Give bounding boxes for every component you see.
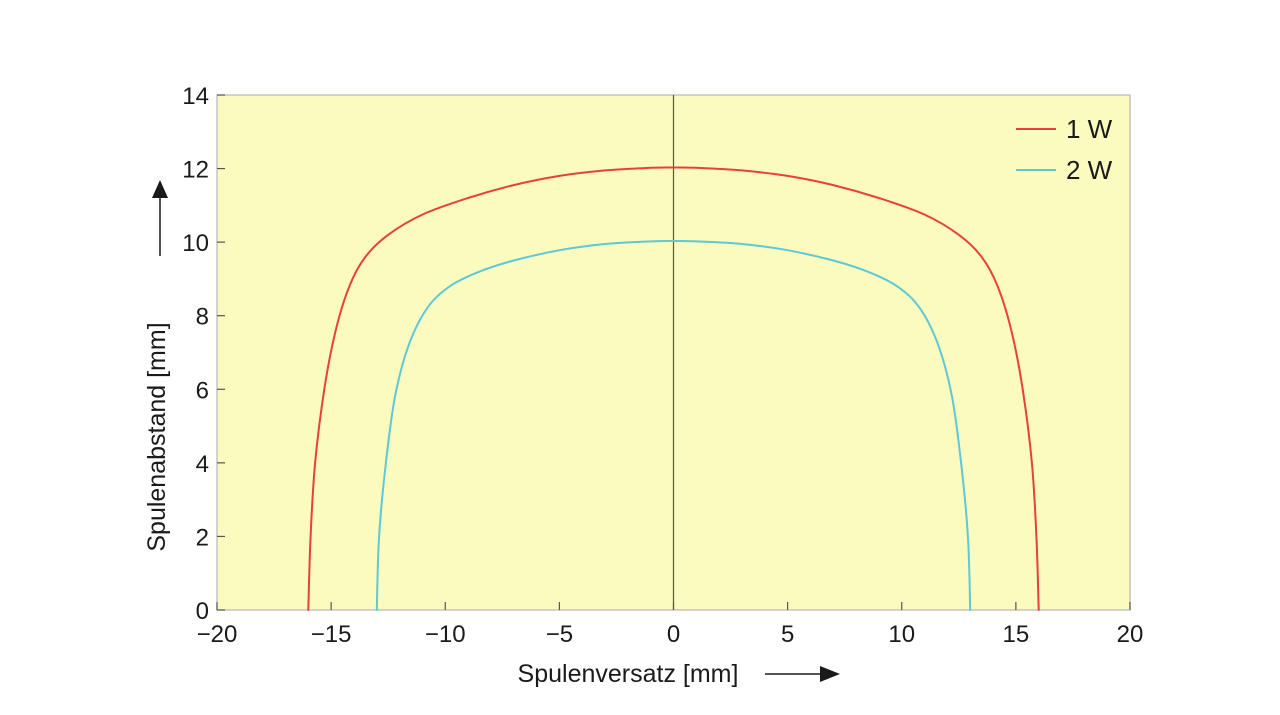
series-line-1 bbox=[307, 166, 1040, 611]
x-tick-label: −20 bbox=[197, 621, 238, 648]
x-tick-label: 15 bbox=[1003, 621, 1030, 648]
y-tick-label: 8 bbox=[196, 304, 209, 331]
legend: 1 W2 W bbox=[1016, 114, 1113, 185]
x-axis-arrow-head bbox=[820, 666, 840, 682]
series-layer bbox=[307, 166, 1040, 611]
y-tick-label: 2 bbox=[196, 524, 209, 551]
x-tick-label: −10 bbox=[425, 621, 466, 648]
y-tick-label: 0 bbox=[196, 598, 209, 625]
x-tick-label: 5 bbox=[781, 621, 794, 648]
y-tick-label: 12 bbox=[182, 157, 209, 184]
y-tick-label: 4 bbox=[196, 451, 209, 478]
y-axis: 0 2 4 6 8 10 12 14 bbox=[182, 83, 225, 625]
y-axis-title: Spulenabstand [mm] bbox=[143, 322, 171, 551]
y-tick-label: 6 bbox=[196, 377, 209, 404]
legend-label-2: 2 W bbox=[1066, 155, 1113, 185]
x-axis-title: Spulenversatz [mm] bbox=[518, 660, 739, 688]
y-axis-arrow-head bbox=[152, 180, 168, 198]
legend-label-1: 1 W bbox=[1066, 114, 1113, 144]
x-tick-label: −15 bbox=[311, 621, 352, 648]
y-tick-label: 10 bbox=[182, 230, 209, 257]
series-line-2 bbox=[375, 239, 972, 611]
x-tick-label: 10 bbox=[888, 621, 915, 648]
x-tick-label: 0 bbox=[667, 621, 680, 648]
x-axis: −20 −15 −10 −5 0 5 10 15 20 bbox=[197, 602, 1144, 648]
x-tick-label: 20 bbox=[1117, 621, 1144, 648]
y-tick-label: 14 bbox=[182, 83, 209, 110]
x-tick-label: −5 bbox=[546, 621, 573, 648]
